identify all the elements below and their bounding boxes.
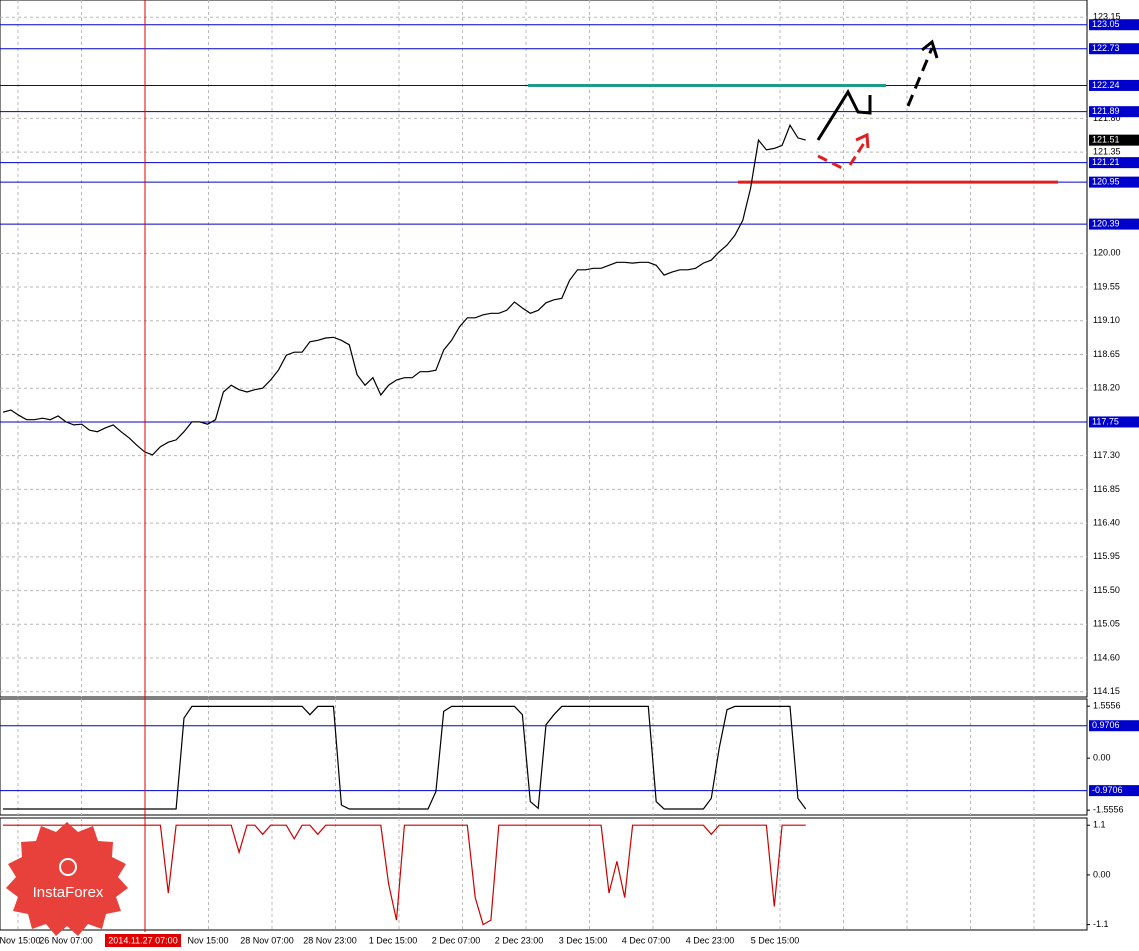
y-tick-label: 114.60	[1093, 652, 1120, 662]
level-label-box	[1089, 785, 1139, 797]
logo-icon	[59, 858, 77, 876]
y-tick-label: 123.15	[1093, 12, 1121, 22]
y-tick-label: 116.85	[1093, 484, 1120, 494]
x-tick-label: 4 Dec 07:00	[622, 935, 671, 945]
logo-badge	[6, 822, 128, 936]
x-tick-label: Nov 15:00	[0, 935, 41, 945]
level-label-box	[1089, 416, 1139, 428]
red-arrow-head	[855, 132, 870, 149]
x-tick-label: 2 Dec 23:00	[495, 935, 544, 945]
level-label-box	[1089, 176, 1139, 188]
price-line	[3, 824, 806, 926]
level-label: 120.95	[1092, 176, 1120, 186]
x-tick-label: 5 Dec 15:00	[751, 935, 800, 945]
level-label: 121.89	[1092, 106, 1120, 116]
x-tick-label: 26 Nov 07:00	[39, 935, 93, 945]
y-tick-label: 118.20	[1093, 383, 1120, 393]
level-label-box	[1089, 79, 1139, 91]
level-label: 117.75	[1092, 416, 1119, 426]
x-tick-label: 2 Dec 07:00	[432, 935, 481, 945]
y-tick-label: -1.5556	[1093, 805, 1124, 815]
current-price-label: 121.51	[1092, 135, 1120, 145]
level-label: 0.9706	[1092, 720, 1120, 730]
panel-frame	[0, 698, 1088, 816]
level-label-box	[1089, 218, 1139, 230]
y-tick-label: 114.15	[1093, 686, 1120, 696]
x-tick-label: Nov 15:00	[187, 935, 228, 945]
level-label: 123.05	[1092, 19, 1120, 29]
red-dashed	[817, 154, 843, 170]
red-dashed-arrow	[848, 139, 868, 166]
y-tick-label: 120.00	[1093, 248, 1121, 258]
y-tick-label: 121.80	[1093, 113, 1121, 123]
y-tick-label: 1.1	[1093, 820, 1106, 830]
current-price-box	[1089, 134, 1139, 146]
x-tick-label: 2014.11.27 07:00	[108, 935, 177, 945]
forecast-arrows	[816, 39, 939, 170]
x-tick-label: 28 Nov 23:00	[303, 935, 357, 945]
level-label: 121.21	[1092, 157, 1120, 167]
y-tick-label: 0.00	[1093, 753, 1111, 763]
y-tick-label: 121.35	[1093, 147, 1121, 157]
logo: InstaForex	[6, 822, 128, 936]
level-label: -0.9706	[1092, 785, 1123, 795]
y-tick-label: 119.10	[1093, 315, 1120, 325]
y-tick-label: 115.05	[1093, 619, 1120, 629]
y-tick-label: 1.5556	[1093, 701, 1121, 711]
level-label-box	[1089, 19, 1139, 31]
panel-frame	[0, 817, 1088, 931]
level-label-box	[1089, 157, 1139, 169]
y-tick-label: 0.00	[1093, 869, 1111, 879]
y-tick-label: 115.95	[1093, 551, 1120, 561]
y-tick-label: 118.65	[1093, 349, 1120, 359]
logo-text: InstaForex	[33, 884, 104, 901]
level-label-box	[1089, 720, 1139, 732]
black-arrow-head	[921, 39, 939, 59]
x-tick-label: 3 Dec 15:00	[559, 935, 608, 945]
level-label: 122.24	[1092, 80, 1120, 90]
level-label: 120.39	[1092, 218, 1120, 228]
level-label-box	[1089, 106, 1139, 118]
level-label: 122.73	[1092, 43, 1120, 53]
y-tick-label: 116.40	[1093, 517, 1120, 527]
y-tick-label: -1.1	[1093, 919, 1109, 929]
x-tick-label: 1 Dec 15:00	[369, 935, 418, 945]
level-label-box	[1089, 43, 1139, 55]
y-tick-label: 117.30	[1093, 450, 1120, 460]
price-line	[3, 705, 807, 810]
price-line	[2, 123, 806, 456]
black-dashed-arrow	[906, 47, 934, 107]
y-tick-label: 115.50	[1093, 585, 1120, 595]
x-tick-label: 4 Dec 23:00	[686, 935, 735, 945]
x-tick-label: 28 Nov 07:00	[240, 935, 294, 945]
cursor-time-box	[105, 934, 181, 947]
black-arrow	[816, 88, 872, 141]
y-tick-label: 119.55	[1093, 281, 1120, 291]
panel-frame	[0, 0, 1088, 698]
